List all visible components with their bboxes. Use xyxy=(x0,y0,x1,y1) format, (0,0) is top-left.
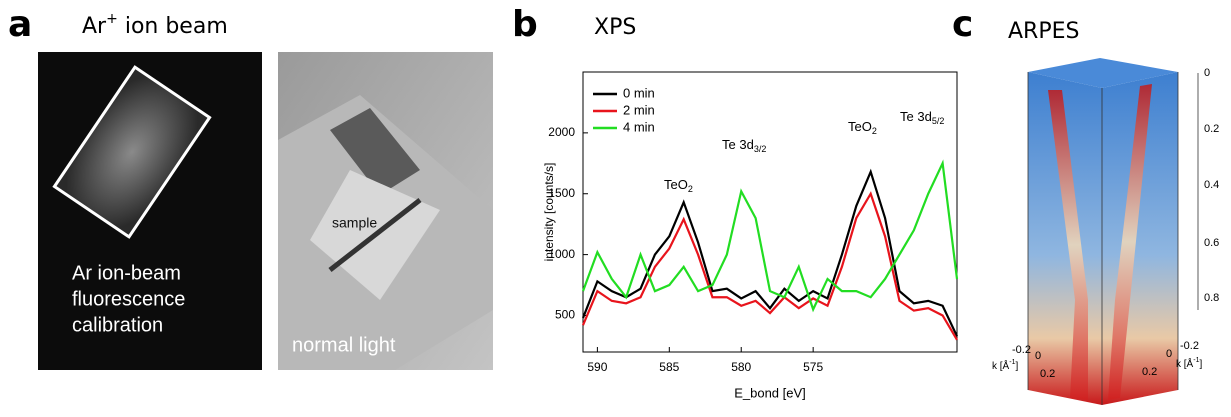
k-tick-label: 0 xyxy=(1035,350,1041,362)
annotation-text: TeO xyxy=(664,177,688,192)
title-part: Ar xyxy=(82,14,107,39)
image-text: sample xyxy=(332,215,377,231)
k-axis-label: k [Å-1] xyxy=(992,359,1018,372)
annotation-text: Te 3d xyxy=(722,137,754,152)
legend-label: 0 min xyxy=(623,85,655,100)
depth-tick-label: 0.4 xyxy=(1204,179,1219,191)
panel-letter: a xyxy=(8,4,32,45)
y-tick-label: 2000 xyxy=(548,125,575,139)
image-text: calibration xyxy=(72,314,163,336)
k-label-part: k [Å xyxy=(992,359,1010,372)
annotation-sub: 2 xyxy=(688,184,693,194)
image-text: normal light xyxy=(292,334,396,356)
sample-shape xyxy=(330,108,420,195)
y-tick-label: 1500 xyxy=(548,186,575,200)
arpes-labels: 0 0.2 0.4 0.6 0.8 -0.2 0 0.2 -0.2 0 0.2 … xyxy=(992,67,1219,380)
k-label-part: k [Å xyxy=(1176,357,1194,370)
depth-tick-label: 0.2 xyxy=(1204,123,1219,135)
legend-label: 4 min xyxy=(623,119,655,134)
annotation-sub: 2 xyxy=(872,126,877,136)
title-sup: + xyxy=(106,11,118,27)
annotation: Te 3d5/2 xyxy=(900,109,944,126)
panel-title: Ar+ ion beam xyxy=(82,11,228,39)
y-axis-label: intensity [counts/s] xyxy=(542,163,556,262)
k-tick-label: 0 xyxy=(1166,348,1172,360)
k-tick-label: 0.2 xyxy=(1040,368,1055,380)
depth-tick-label: 0.8 xyxy=(1204,292,1219,304)
annotation-sub: 3/2 xyxy=(754,144,767,154)
k-label-sup: -1 xyxy=(1193,357,1199,364)
k-label-part: ] xyxy=(1199,359,1202,370)
k-tick-label: -0.2 xyxy=(1012,344,1031,356)
sample-edge xyxy=(328,198,422,272)
annotation-text: Te 3d xyxy=(900,109,932,124)
x-tick-label: 575 xyxy=(803,360,823,374)
beam-spot xyxy=(52,65,212,239)
depth-tick-label: 0.6 xyxy=(1204,237,1219,249)
series-line xyxy=(581,159,959,313)
annotation: TeO2 xyxy=(848,119,877,136)
annotation-sub: 5/2 xyxy=(932,116,945,126)
panel-letter: c xyxy=(952,4,973,45)
series-line xyxy=(581,191,958,341)
image-text: fluorescence xyxy=(72,288,185,310)
annotation: Te 3d3/2 xyxy=(722,137,766,154)
xps-plot: 500 1000 1500 2000 590 585 580 575 E_bond [eV] in… xyxy=(542,71,959,400)
legend-label: 2 min xyxy=(623,102,655,117)
k-tick-label: 0.2 xyxy=(1142,366,1157,378)
panel-letter: b xyxy=(512,4,538,45)
panel-title: ARPES xyxy=(1008,19,1079,44)
k-tick-label: -0.2 xyxy=(1180,340,1199,352)
title-part: ion beam xyxy=(118,14,228,39)
annotation-text: TeO xyxy=(848,119,872,134)
image-text: Ar ion-beam xyxy=(72,262,181,284)
k-axis-label: k [Å-1] xyxy=(1176,357,1202,370)
k-label-part: ] xyxy=(1015,361,1018,372)
x-axis-label: E_bond [eV] xyxy=(734,385,806,400)
x-tick-label: 585 xyxy=(659,360,679,374)
series-line xyxy=(581,168,958,337)
x-tick-label: 590 xyxy=(587,360,607,374)
arpes-cube xyxy=(1027,58,1199,405)
k-label-sup: -1 xyxy=(1009,359,1015,366)
x-tick-label: 580 xyxy=(731,360,751,374)
plot-frame xyxy=(582,71,958,353)
y-tick-label: 1000 xyxy=(548,247,575,261)
annotation: TeO2 xyxy=(664,177,693,194)
panel-title: XPS xyxy=(594,15,636,40)
y-tick-label: 500 xyxy=(555,308,575,322)
depth-tick-label: 0 xyxy=(1204,67,1210,79)
